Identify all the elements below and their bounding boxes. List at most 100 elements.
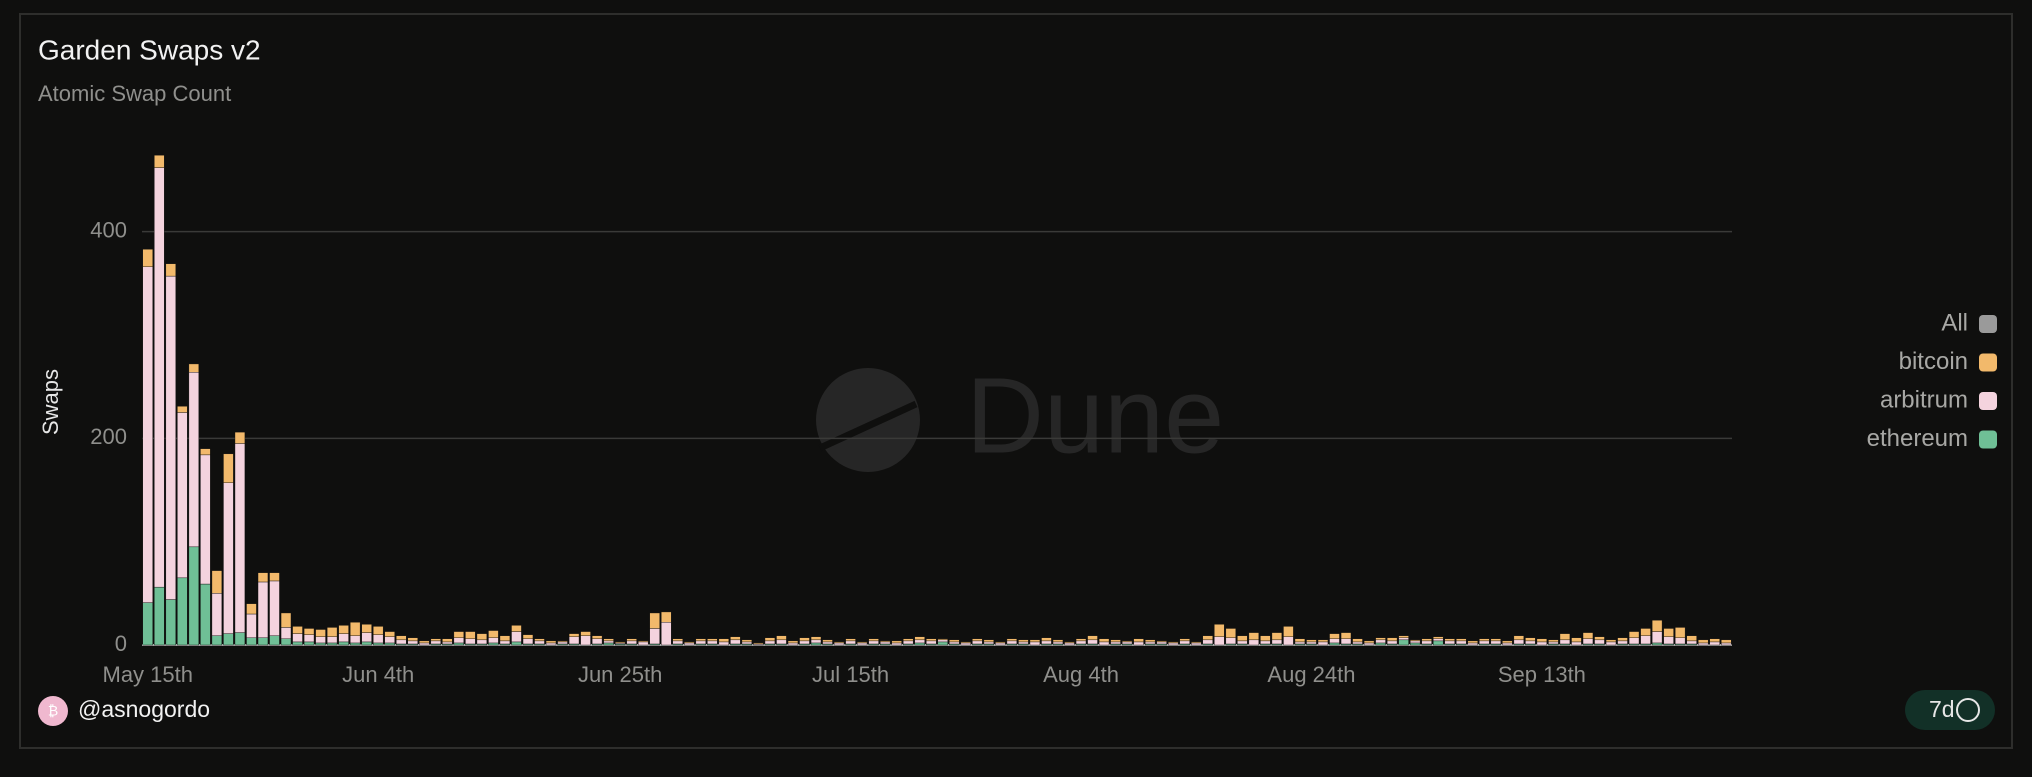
bar-segment [303,634,315,643]
bar-segment [1674,637,1686,645]
bar-segment [419,640,430,644]
bar-segment [522,638,534,645]
x-tick-label: Aug 4th [1043,662,1119,687]
bar-segment [280,627,292,640]
bar-segment [926,640,937,645]
bar-segment [845,640,856,645]
bar-segment [373,626,384,635]
bar-segment [1006,638,1018,642]
bar-segment [257,637,269,646]
bar-segment [1283,626,1294,637]
bar-segment [949,639,960,643]
bar-segment [1179,638,1190,642]
bar-segment [1398,639,1409,646]
bar-segment [1317,641,1329,646]
bar-segment [1191,642,1202,646]
y-axis-title: Swaps [38,369,63,435]
bar-segment [177,577,188,646]
bar-segment [1709,641,1720,646]
bar-segment [1098,641,1110,646]
bar-segment [1525,637,1536,642]
bar-segment [211,635,223,646]
bar-segment [234,431,246,444]
bar-segment [960,641,971,644]
bar-segment [1018,641,1029,645]
bar-segment [1698,642,1709,646]
y-tick-label: 400 [90,217,127,242]
bar-segment [1651,620,1663,632]
bar-segment [718,641,730,646]
bar-segment [1479,638,1490,642]
bar-segment [1029,641,1041,646]
author[interactable]: @asnogordo [78,696,210,722]
bar-segment [799,637,810,642]
x-tick-label: Jun 25th [578,662,662,687]
bar-segment [142,266,153,603]
bar-segment [1064,642,1075,646]
bar-segment [419,642,430,646]
bar-segment [995,641,1006,644]
chart-title: Garden Swaps v2 [38,34,261,65]
bar-segment [1513,639,1525,645]
bar-segment [879,640,891,643]
legend-swatch[interactable] [1979,392,1997,410]
bar-segment [1087,639,1098,645]
bar-segment [1271,632,1283,641]
legend-swatch[interactable] [1979,315,1997,333]
bar-segment [903,640,914,645]
bar-segment [211,570,223,594]
bar-segment [142,602,153,646]
bar-segment [983,641,995,645]
bar-segment [1628,637,1640,645]
bar-segment [972,638,983,642]
bar-segment [476,639,488,645]
bar-segment [833,641,845,644]
bar-segment [1156,641,1167,645]
bar-segment [361,624,372,633]
y-tick-label: 200 [90,424,127,449]
bar-segment [1502,640,1513,644]
bar-segment [684,641,695,644]
bar-segment [465,638,476,645]
legend-swatch[interactable] [1979,353,1997,372]
x-tick-label: Jul 15th [812,662,889,687]
bar-segment [891,642,902,646]
bar-segment [488,630,499,638]
legend-swatch[interactable] [1979,430,1997,449]
bar-segment [1571,641,1582,646]
bar-segment [891,640,902,644]
bar-segment [661,622,672,646]
bar-segment [1548,639,1559,643]
bar-segment [1456,638,1467,642]
bar-segment [983,639,995,643]
bar-segment [315,636,326,644]
bar-segment [1294,638,1306,643]
bar-segment [396,635,407,641]
bar-segment [1121,641,1133,645]
bar-segment [707,640,718,645]
bar-segment [1260,635,1271,642]
bar-segment [165,263,176,277]
bar-segment [1144,639,1156,643]
bar-segment [1110,641,1121,645]
bar-segment [557,641,568,645]
x-tick-label: Sep 13th [1498,662,1586,687]
bar-segment [1179,640,1190,645]
bar-segment [326,642,338,646]
avatar [38,696,68,726]
bar-segment [1386,640,1398,645]
bar-segment [1433,640,1444,646]
bar-segment [1283,636,1294,646]
bar-segment [1110,639,1121,643]
bar-segment [1421,640,1432,645]
bar-segment [1674,627,1686,638]
bar-segment [1202,635,1213,641]
bar-segment [1640,628,1651,636]
bar-segment [476,633,488,641]
bar-segment [1594,636,1605,641]
bar-segment [499,640,511,645]
bar-segment [154,167,165,588]
bar-segment [1340,638,1352,645]
bar-segment [269,572,280,582]
bar-segment [442,638,453,643]
